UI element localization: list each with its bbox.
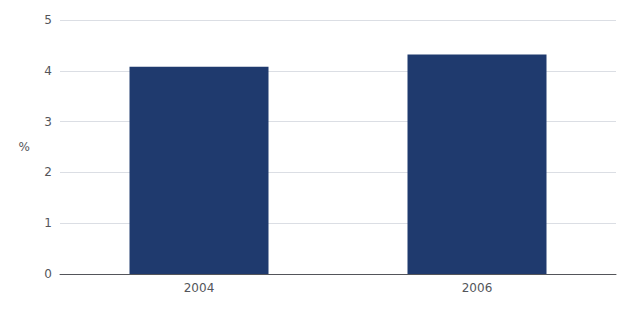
svg-text:1: 1 — [44, 216, 52, 230]
svg-text:2: 2 — [44, 165, 52, 179]
svg-text:4: 4 — [44, 64, 52, 78]
svg-text:5: 5 — [44, 13, 52, 27]
svg-text:2006: 2006 — [462, 281, 493, 295]
svg-text:0: 0 — [44, 267, 52, 281]
svg-text:%: % — [19, 140, 30, 154]
svg-text:2004: 2004 — [184, 281, 215, 295]
svg-text:3: 3 — [44, 115, 52, 129]
